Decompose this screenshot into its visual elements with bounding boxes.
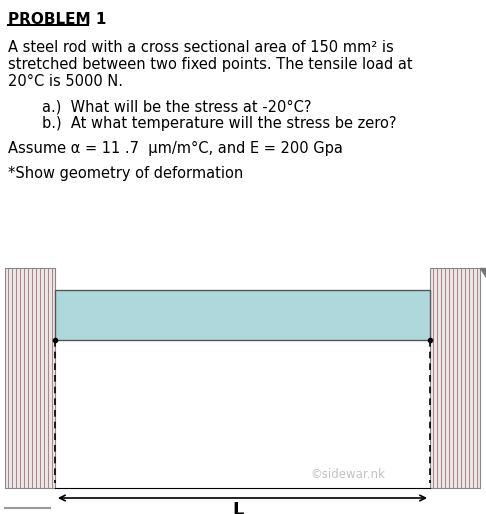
Bar: [430, 268, 480, 488]
Text: L: L: [232, 501, 244, 514]
Text: Assume α = 11 .7  μm/m°C, and E = 200 Gpa: Assume α = 11 .7 μm/m°C, and E = 200 Gpa: [8, 141, 343, 156]
Text: PROBLEM 1: PROBLEM 1: [8, 12, 106, 27]
Text: b.)  At what temperature will the stress be zero?: b.) At what temperature will the stress …: [42, 116, 397, 131]
Text: 20°C is 5000 N.: 20°C is 5000 N.: [8, 74, 123, 89]
Text: *Show geometry of deformation: *Show geometry of deformation: [8, 166, 243, 181]
Bar: [55, 290, 430, 340]
Polygon shape: [480, 268, 486, 280]
Text: A steel rod with a cross sectional area of 150 mm² is: A steel rod with a cross sectional area …: [8, 40, 394, 55]
Text: stretched between two fixed points. The tensile load at: stretched between two fixed points. The …: [8, 57, 413, 72]
Text: a.)  What will be the stress at -20°C?: a.) What will be the stress at -20°C?: [42, 99, 312, 114]
Text: ©sidewar.nk: ©sidewar.nk: [310, 468, 385, 481]
Bar: [5, 268, 55, 488]
